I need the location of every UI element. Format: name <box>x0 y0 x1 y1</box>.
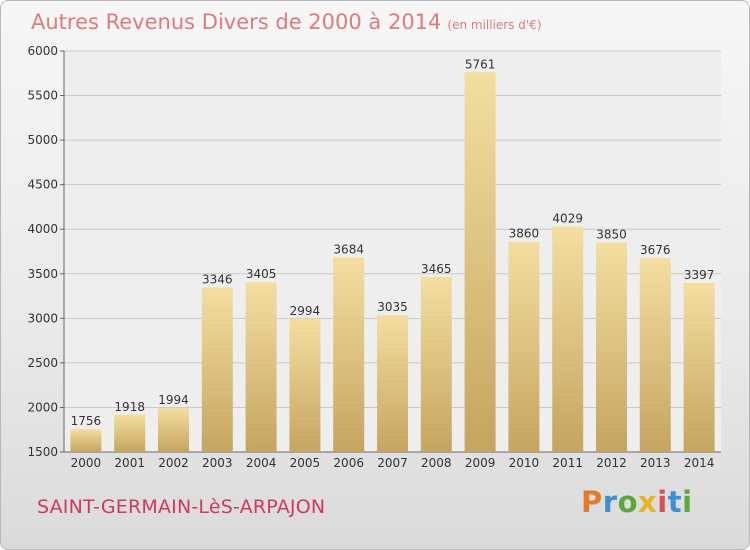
bar <box>333 257 365 452</box>
x-tick-label: 2005 <box>290 456 321 470</box>
logo-letter: r <box>602 485 618 519</box>
bar <box>683 282 715 452</box>
y-tick-label: 4500 <box>27 178 58 192</box>
bar <box>245 282 277 452</box>
location-name: SAINT-GERMAIN-LèS-ARPAJON <box>37 496 326 518</box>
x-tick-label: 2008 <box>421 456 452 470</box>
x-tick-label: 2006 <box>333 456 364 470</box>
y-tick-label: 3500 <box>27 267 58 281</box>
bar <box>114 414 146 452</box>
bar <box>70 429 102 452</box>
bar-value-label: 3684 <box>333 242 364 256</box>
bar-value-label: 4029 <box>552 212 583 226</box>
y-tick-label: 2000 <box>27 400 58 414</box>
bar <box>639 258 671 452</box>
logo-letter: P <box>581 485 603 519</box>
logo-letter: t <box>667 485 683 519</box>
y-tick-label: 2500 <box>27 356 58 370</box>
x-tick-label: 2009 <box>465 456 496 470</box>
bar-value-label: 3850 <box>596 228 627 242</box>
bar <box>552 226 584 452</box>
bar-value-label: 3676 <box>640 243 671 257</box>
bar <box>158 407 189 452</box>
bar <box>464 72 496 453</box>
chart-title-unit: (en milliers d'€) <box>447 18 542 32</box>
x-tick-label: 2014 <box>684 456 715 470</box>
bar-value-label: 1918 <box>114 400 145 414</box>
y-tick-label: 5500 <box>27 89 58 103</box>
y-tick-label: 5000 <box>27 133 58 147</box>
bar <box>596 242 627 452</box>
x-tick-label: 2007 <box>377 456 408 470</box>
bar <box>508 241 540 452</box>
y-tick-label: 6000 <box>27 44 58 58</box>
logo-letter: o <box>617 485 639 519</box>
x-tick-label: 2012 <box>596 456 627 470</box>
y-tick-label: 1500 <box>27 445 58 459</box>
chart-title: Autres Revenus Divers de 2000 à 2014 (en … <box>31 10 542 34</box>
y-tick-label: 4000 <box>27 222 58 236</box>
bar <box>201 287 233 452</box>
x-tick-label: 2002 <box>158 456 189 470</box>
bar <box>377 315 408 452</box>
bar-value-label: 3405 <box>246 267 277 281</box>
bar-value-label: 1994 <box>158 393 189 407</box>
x-tick-label: 2011 <box>552 456 583 470</box>
y-tick-label: 3000 <box>27 311 58 325</box>
x-tick-label: 2004 <box>246 456 277 470</box>
x-tick-label: 2010 <box>509 456 540 470</box>
bar-value-label: 1756 <box>71 414 102 428</box>
bar-value-label: 3860 <box>509 227 540 241</box>
x-tick-label: 2013 <box>640 456 671 470</box>
bar-value-label: 2994 <box>290 304 321 318</box>
bar-value-label: 3346 <box>202 273 233 287</box>
x-tick-label: 2001 <box>114 456 145 470</box>
bar-value-label: 3397 <box>684 268 715 282</box>
bar <box>289 318 321 452</box>
logo-letter: i <box>682 485 693 519</box>
bar-value-label: 5761 <box>465 57 496 71</box>
x-tick-label: 2003 <box>202 456 233 470</box>
chart-title-text: Autres Revenus Divers de 2000 à 2014 <box>31 10 442 34</box>
proxiti-logo: Proxiti <box>581 485 693 519</box>
x-tick-label: 2000 <box>71 456 102 470</box>
logo-letter: i <box>657 485 668 519</box>
logo-letter: x <box>638 485 658 519</box>
bar-value-label: 3035 <box>377 300 408 314</box>
bar <box>420 276 452 452</box>
bar-value-label: 3465 <box>421 262 452 276</box>
